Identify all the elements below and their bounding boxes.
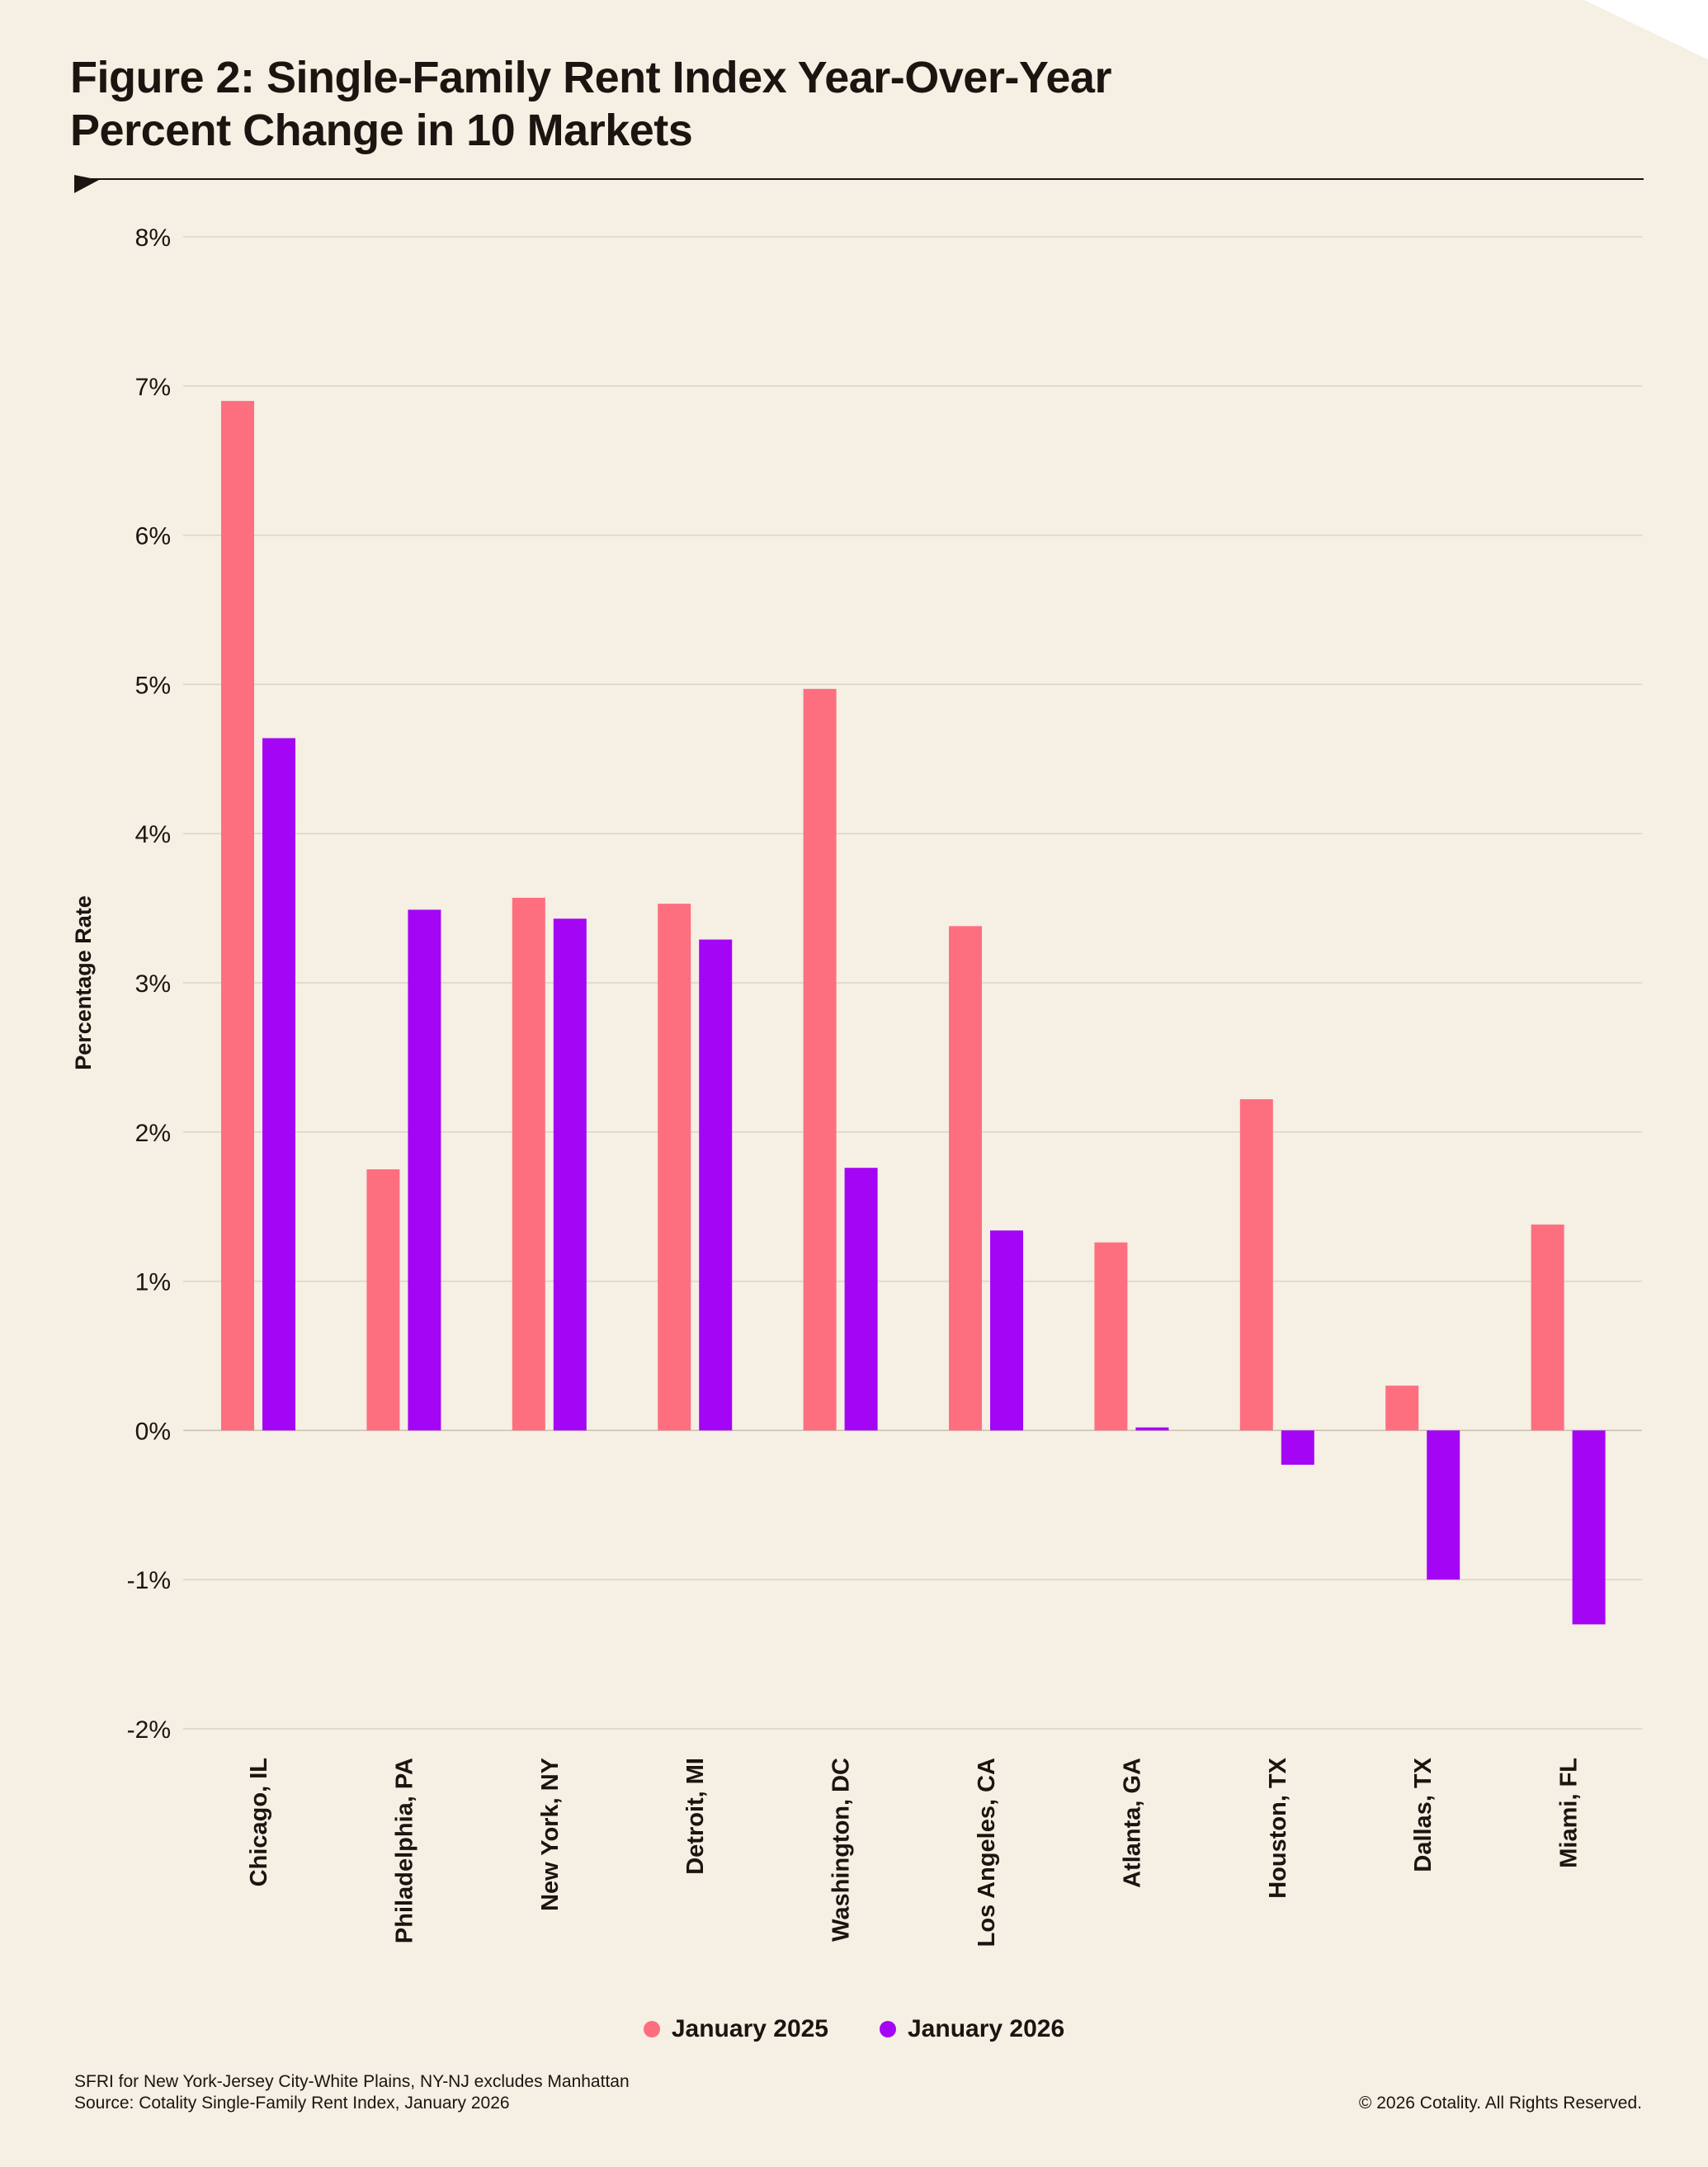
bar-jan-2025 (221, 400, 254, 1431)
legend-item-january-2025: January 2025 (643, 2015, 828, 2043)
x-tick-label: Philadelphia, PA (391, 1758, 418, 1943)
bar-jan-2025 (1094, 1242, 1128, 1431)
x-tick-label: Los Angeles, CA (974, 1758, 1000, 1947)
x-tick-label: Chicago, IL (246, 1758, 272, 1886)
y-tick-label: -2% (127, 1716, 171, 1744)
bar-chart: 8% 7% 6% 5% 4% 3% 2% 1% 0% -1% -2% Percentage Rate C… (71, 224, 1642, 1947)
corner-decoration (1584, 0, 1708, 59)
bar-jan-2025 (1239, 1099, 1273, 1431)
bar-jan-2026 (1281, 1430, 1314, 1465)
y-tick-label: 6% (135, 523, 171, 550)
legend-swatch-january-2025 (643, 2021, 660, 2037)
y-tick-label: 0% (135, 1418, 171, 1445)
bar-jan-2026 (699, 939, 733, 1431)
bar-jan-2026 (262, 738, 295, 1431)
bar-jan-2026 (553, 918, 587, 1431)
bar-jan-2025 (512, 897, 545, 1431)
x-tick-label: Atlanta, GA (1119, 1758, 1145, 1888)
x-tick-label: Washington, DC (828, 1758, 855, 1942)
y-tick-label: 5% (135, 672, 171, 699)
divider-arrow-mark (74, 175, 99, 193)
bar-jan-2026 (408, 909, 441, 1431)
y-tick-label: -1% (127, 1567, 171, 1594)
x-tick-label: Detroit, MI (682, 1758, 709, 1875)
bar-jan-2026 (1135, 1427, 1169, 1431)
chart-title-line-1: Figure 2: Single-Family Rent Index Year-… (70, 53, 1111, 102)
bar-jan-2025 (1385, 1386, 1419, 1431)
x-tick-label: Houston, TX (1265, 1757, 1291, 1898)
x-tick-label: Dallas, TX (1410, 1757, 1437, 1872)
legend-swatch-january-2026 (880, 2021, 896, 2037)
y-tick-label: 3% (135, 970, 171, 998)
y-tick-label: 7% (135, 374, 171, 401)
footnote-note: SFRI for New York-Jersey City-White Plai… (74, 2072, 630, 2091)
x-tick-label: New York, NY (537, 1758, 564, 1911)
y-tick-label: 4% (135, 821, 171, 848)
chart-title-line-2: Percent Change in 10 Markets (70, 106, 693, 155)
legend-label-january-2026: January 2026 (908, 2015, 1065, 2042)
y-tick-label: 2% (135, 1120, 171, 1147)
bar-jan-2025 (658, 904, 691, 1431)
bar-jan-2025 (366, 1169, 400, 1431)
bar-jan-2026 (990, 1230, 1023, 1431)
y-tick-label: 1% (135, 1269, 171, 1296)
y-axis-label: Percentage Rate (71, 895, 96, 1070)
bar-jan-2026 (844, 1168, 878, 1431)
bar-jan-2025 (1531, 1224, 1564, 1431)
title-divider (76, 178, 1644, 180)
x-tick-label: Miami, FL (1556, 1758, 1583, 1868)
chart-legend: January 2025 January 2026 (0, 2015, 1708, 2043)
bar-jan-2025 (803, 688, 837, 1431)
legend-label-january-2025: January 2025 (671, 2015, 828, 2042)
copyright: © 2026 Cotality. All Rights Reserved. (1358, 2094, 1642, 2113)
bar-jan-2026 (1572, 1430, 1606, 1625)
chart-title: Figure 2: Single-Family Rent Index Year-… (70, 51, 1308, 157)
y-tick-label: 8% (135, 224, 171, 252)
footnote-source: Source: Cotality Single-Family Rent Inde… (74, 2094, 510, 2113)
legend-item-january-2026: January 2026 (880, 2015, 1064, 2043)
footnote: SFRI for New York-Jersey City-White Plai… (74, 2071, 630, 2114)
bar-jan-2025 (949, 926, 982, 1431)
bar-jan-2026 (1427, 1430, 1460, 1580)
